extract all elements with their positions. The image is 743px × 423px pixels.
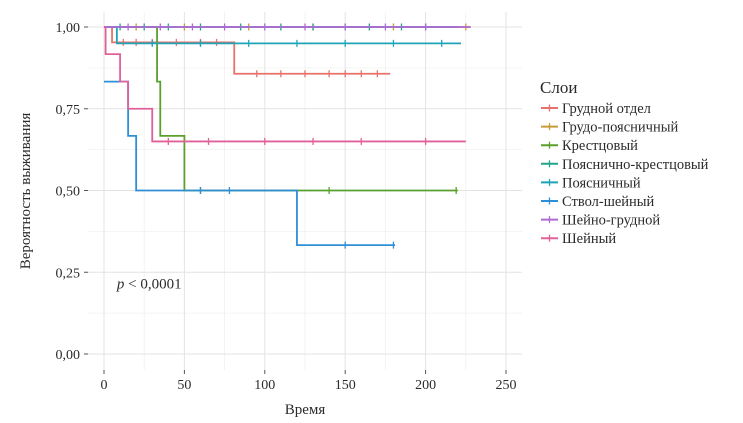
x-tick-label: 0 [101, 378, 108, 393]
series-7 [104, 23, 471, 31]
x-tick-label: 200 [415, 378, 436, 393]
x-axis-title: Время [285, 402, 326, 418]
legend-item: Грудо-поясничный [541, 120, 678, 136]
y-axis-title: Вероятность выживания [18, 113, 34, 270]
legend-item: Ствол-шейный [541, 194, 655, 210]
x-tick-label: 250 [496, 378, 517, 393]
legend-title: Слои [540, 78, 577, 97]
survival-curve [104, 26, 458, 192]
legend-item: Шейный [541, 231, 616, 247]
p-value-text: < 0,0001 [124, 277, 181, 293]
legend-item: Грудной отдел [541, 101, 651, 117]
legend-label: Крестцовый [562, 138, 638, 154]
legend-item: Пояснично-крестцовый [541, 157, 709, 173]
legend-item: Поясничный [541, 175, 641, 191]
x-tick-label: 50 [177, 378, 191, 393]
series-layer [104, 23, 471, 249]
y-tick-label: 0,25 [56, 266, 81, 281]
series-8 [104, 26, 466, 145]
survival-curve [104, 26, 466, 143]
legend-item: Шейно-грудной [541, 213, 660, 229]
legend-label: Шейно-грудной [562, 213, 660, 229]
legend-label: Поясничный [562, 175, 641, 191]
x-tick-label: 150 [335, 378, 356, 393]
x-tick-label: 100 [254, 378, 275, 393]
y-tick-label: 0,75 [56, 103, 81, 118]
y-tick-label: 0,00 [56, 348, 81, 363]
y-tick-label: 1,00 [56, 21, 81, 36]
p-value-symbol: p [116, 277, 125, 293]
legend-label: Грудо-поясничный [562, 120, 678, 136]
y-tick-label: 0,50 [56, 185, 81, 200]
legend: Грудной отдел Грудо-поясничный Крестцовый П… [541, 101, 709, 247]
axes: 0 50 100 150 200 250 0,00 0,25 0,50 0,75 1,00 [56, 21, 517, 393]
legend-label: Грудной отдел [562, 101, 651, 117]
legend-label: Ствол-шейный [562, 194, 655, 210]
legend-label: Шейный [562, 231, 616, 247]
legend-label: Пояснично-крестцовый [562, 157, 709, 173]
legend-item: Крестцовый [541, 138, 638, 154]
p-value-annotation: p < 0,0001 [116, 277, 182, 293]
